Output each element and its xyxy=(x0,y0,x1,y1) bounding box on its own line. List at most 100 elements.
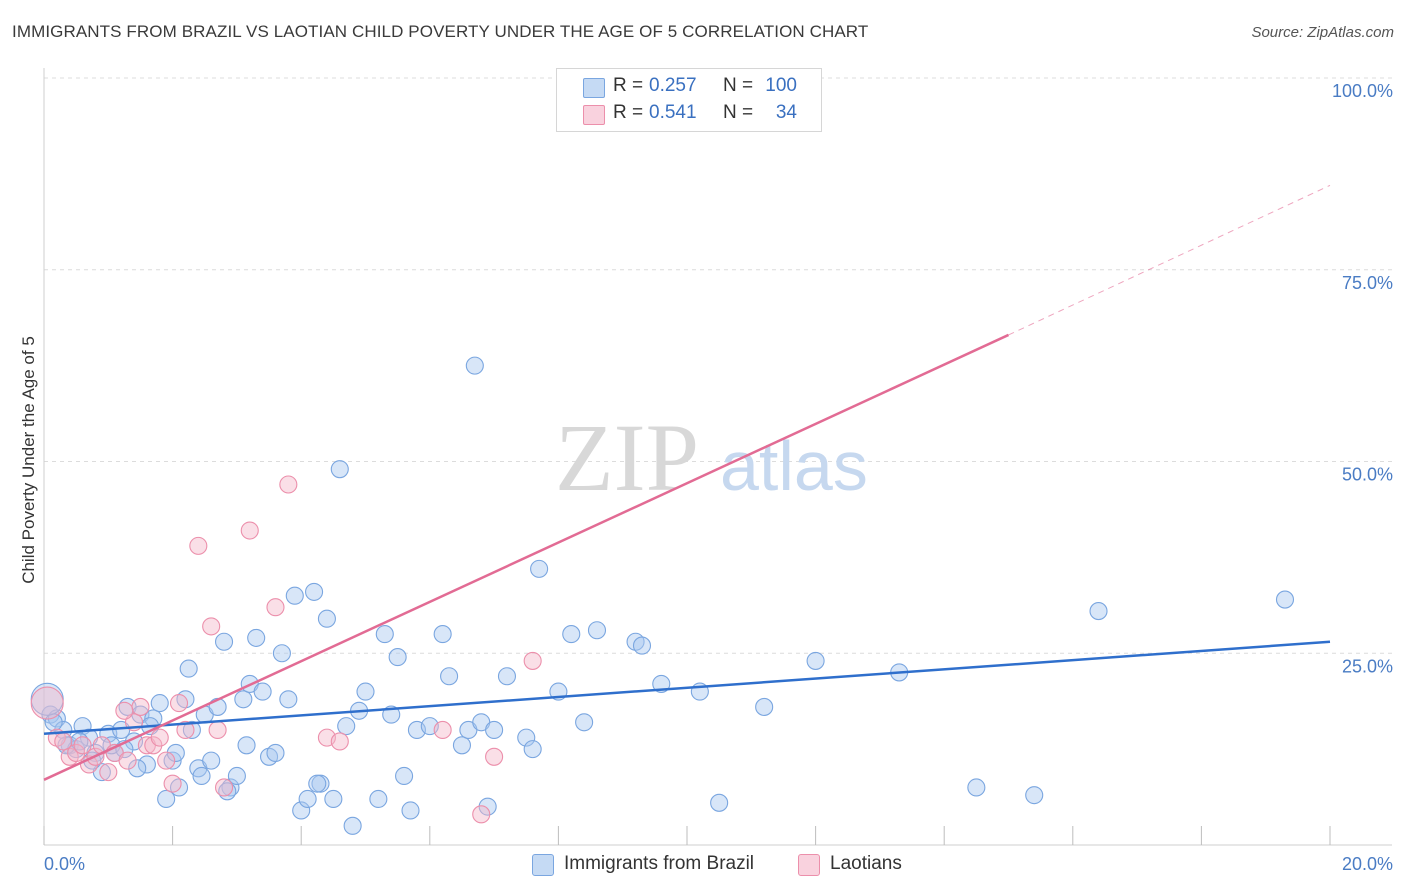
brazil-point xyxy=(227,766,246,786)
brazil-swatch xyxy=(583,78,605,98)
brazil-point xyxy=(575,713,594,732)
trend-lines xyxy=(43,184,1331,781)
brazil-point xyxy=(247,628,266,647)
watermark-atlas: atlas xyxy=(720,427,868,505)
axis-labels: 25.0% 50.0% 75.0% 100.0% 0.0% 20.0% Child Pove… xyxy=(19,81,1393,874)
laotian-point xyxy=(115,701,134,720)
brazil-point xyxy=(755,697,774,716)
brazil-point xyxy=(356,682,375,701)
laotian-point xyxy=(169,694,189,713)
brazil-point xyxy=(128,759,147,778)
stats-legend-row-brazil: R = 0.257 N = 100 xyxy=(557,75,821,99)
y-tick-label: 75.0% xyxy=(1342,273,1393,293)
brazil-point xyxy=(308,774,327,793)
laotian-point xyxy=(208,720,227,740)
brazil-point xyxy=(967,778,986,797)
brazil-point xyxy=(369,789,388,809)
brazil-point xyxy=(279,690,298,709)
r-label: R = xyxy=(613,102,644,123)
brazil-point xyxy=(192,766,211,786)
laotian-point xyxy=(485,747,504,766)
series-legend: Immigrants from Brazil Laotians xyxy=(0,852,1406,878)
brazil-point xyxy=(710,793,729,812)
brazil-point xyxy=(523,740,542,759)
brazil-point xyxy=(237,736,256,755)
laotian-trend-extension xyxy=(1008,184,1331,336)
y-axis-label: Child Poverty Under the Age of 5 xyxy=(19,336,38,584)
brazil-point xyxy=(632,636,652,655)
legend-label: Laotians xyxy=(830,853,902,874)
watermark: ZIP atlas xyxy=(555,404,868,511)
brazil-point xyxy=(478,797,497,816)
laotian-point xyxy=(118,751,137,770)
brazil-point xyxy=(285,586,304,605)
n-label: N = xyxy=(723,75,754,96)
laotian-point xyxy=(67,743,86,763)
brazil-point xyxy=(395,766,414,786)
brazil-point xyxy=(433,625,452,644)
brazil-point xyxy=(298,789,317,809)
laotian-point xyxy=(157,751,176,770)
brazil-point xyxy=(272,644,291,663)
n-value: 34 xyxy=(775,102,797,123)
brazil-point xyxy=(1025,786,1044,805)
laotians-swatch xyxy=(583,105,605,125)
r-value: 0.257 xyxy=(649,75,697,96)
brazil-point xyxy=(465,356,484,375)
brazil-point xyxy=(452,736,472,755)
axes xyxy=(43,68,1392,846)
brazil-point xyxy=(440,667,459,686)
laotian-point-large xyxy=(30,686,64,720)
brazil-point xyxy=(253,682,272,701)
brazil-point xyxy=(179,659,198,678)
brazil-point xyxy=(182,720,201,740)
stats-legend-row-laotians: R = 0.541 N = 34 xyxy=(557,102,821,126)
laotian-point xyxy=(240,521,259,540)
legend-label: Immigrants from Brazil xyxy=(564,853,755,874)
x-tick-label: 20.0% xyxy=(1342,854,1393,874)
laotian-point xyxy=(472,805,491,824)
y-tick-label: 25.0% xyxy=(1342,656,1393,676)
brazil-point xyxy=(806,651,825,670)
brazil-point xyxy=(202,751,221,770)
laotian-point xyxy=(189,536,208,555)
brazil-point xyxy=(137,755,156,774)
brazil-point xyxy=(337,717,356,736)
brazil-point xyxy=(292,801,311,820)
stats-legend: R = 0.257 N = 100 R = 0.541 N = 34 xyxy=(556,68,822,132)
brazil-point xyxy=(497,667,517,686)
laotian-point xyxy=(266,598,285,617)
brazil-point xyxy=(375,625,394,644)
brazil-point xyxy=(388,648,407,667)
brazil-point xyxy=(305,582,324,601)
x-tick-label: 0.0% xyxy=(44,854,85,874)
brazil-point xyxy=(401,801,420,820)
brazil-point xyxy=(1275,590,1295,609)
brazil-point xyxy=(485,720,504,740)
r-value: 0.541 xyxy=(649,102,697,123)
laotian-point xyxy=(433,720,452,740)
laotian-point xyxy=(523,651,542,670)
brazil-point xyxy=(562,625,581,644)
grid xyxy=(44,77,1392,654)
data-points xyxy=(30,356,1295,835)
laotian-point xyxy=(214,778,234,797)
laotian-point xyxy=(131,697,150,716)
brazil-point xyxy=(150,694,169,713)
laotian-point xyxy=(330,732,349,751)
laotians-legend-swatch xyxy=(798,854,820,876)
brazil-point xyxy=(266,743,285,763)
laotian-point xyxy=(279,475,298,494)
brazil-trend-line xyxy=(43,640,1331,736)
n-label: N = xyxy=(723,102,754,123)
brazil-point xyxy=(517,728,536,747)
source-label: Source: ZipAtlas.com xyxy=(1251,24,1394,41)
watermark-zip: ZIP xyxy=(555,404,699,511)
laotian-point xyxy=(144,736,163,755)
laotian-point xyxy=(73,736,92,755)
brazil-point xyxy=(214,632,234,651)
y-tick-label: 100.0% xyxy=(1332,81,1393,101)
laotian-point xyxy=(150,728,169,747)
y-tick-label: 50.0% xyxy=(1342,465,1393,485)
